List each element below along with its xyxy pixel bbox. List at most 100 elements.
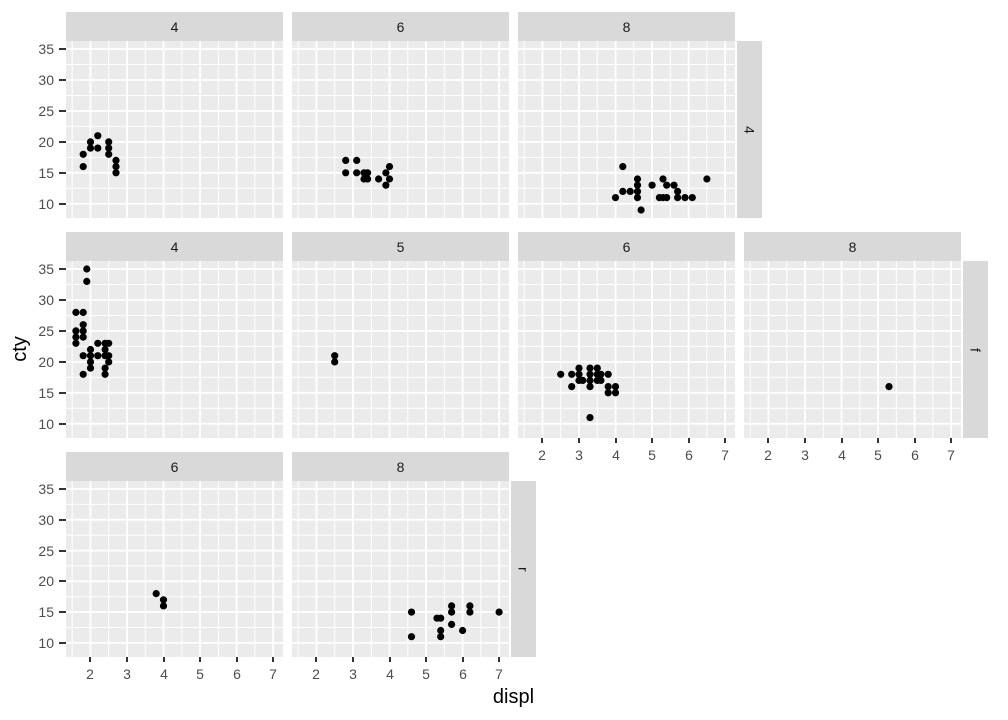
x-tick-mark <box>578 438 580 443</box>
x-tick-mark <box>724 438 726 443</box>
facet-row-strip: r <box>511 481 536 657</box>
data-point <box>611 194 620 202</box>
data-point <box>633 181 642 189</box>
x-tick-label: 7 <box>269 666 277 682</box>
data-point <box>437 633 445 641</box>
x-tick-label: 7 <box>721 447 729 463</box>
data-point <box>674 187 682 195</box>
x-tick-mark <box>89 657 91 662</box>
x-tick-mark <box>352 657 354 662</box>
data-point <box>79 333 87 341</box>
data-point <box>105 138 113 146</box>
y-tick-mark <box>59 299 66 301</box>
data-point <box>385 175 394 183</box>
data-point <box>79 370 87 378</box>
data-point <box>633 187 642 195</box>
facet-panel-plot <box>66 41 283 218</box>
facet-panel <box>66 261 283 438</box>
data-point <box>94 132 102 140</box>
data-point <box>101 364 109 372</box>
y-tick-label: 25 <box>38 103 54 119</box>
y-tick-label: 35 <box>38 261 54 277</box>
x-tick-mark <box>804 438 806 443</box>
facet-panel-plot <box>292 261 509 438</box>
data-point <box>364 175 372 183</box>
x-tick-label: 3 <box>349 666 357 682</box>
data-point <box>459 626 467 635</box>
x-tick-label: 4 <box>386 666 394 682</box>
facet-col-strip: 8 <box>744 232 961 261</box>
facet-col-strip: 6 <box>66 452 283 481</box>
y-tick-mark <box>59 423 66 425</box>
y-tick-mark <box>59 611 66 613</box>
facet-col-strip: 6 <box>292 12 509 41</box>
facet-col-strip: 6 <box>518 232 735 261</box>
y-tick-mark <box>59 580 66 582</box>
data-point <box>72 339 80 347</box>
data-point <box>575 370 583 378</box>
data-point <box>101 345 109 354</box>
x-tick-label: 3 <box>575 447 583 463</box>
data-point <box>611 383 620 391</box>
data-point <box>586 414 594 422</box>
data-point <box>448 608 456 616</box>
data-point <box>557 370 565 378</box>
y-tick-label: 35 <box>38 41 54 57</box>
x-tick-label: 2 <box>312 666 320 682</box>
data-point <box>407 633 416 641</box>
data-point <box>159 602 168 610</box>
data-point <box>885 383 893 391</box>
data-point <box>604 389 612 397</box>
y-tick-label: 25 <box>38 543 54 559</box>
data-point <box>79 327 87 335</box>
data-point <box>331 358 339 366</box>
data-point <box>86 352 95 360</box>
data-point <box>83 277 91 285</box>
data-point <box>86 358 95 366</box>
data-point <box>597 370 605 378</box>
data-point <box>437 626 445 635</box>
x-tick-label: 5 <box>196 666 204 682</box>
x-tick-mark <box>389 657 391 662</box>
data-point <box>611 389 620 397</box>
y-tick-mark <box>59 392 66 394</box>
data-point <box>152 590 160 598</box>
facet-panel-plot <box>518 41 735 218</box>
data-point <box>593 364 601 372</box>
facet-panel <box>292 41 509 218</box>
x-tick-mark <box>199 657 201 662</box>
data-point <box>112 156 120 164</box>
data-point <box>663 194 671 202</box>
facet-panel-plot <box>66 261 283 438</box>
data-point <box>79 308 87 316</box>
x-tick-mark <box>272 657 274 662</box>
facet-panel-plot <box>518 261 735 438</box>
data-point <box>72 333 80 341</box>
x-tick-label: 6 <box>685 447 693 463</box>
y-tick-mark <box>59 268 66 270</box>
data-point <box>353 156 361 164</box>
y-tick-mark <box>59 488 66 490</box>
data-point <box>105 358 113 366</box>
data-point <box>86 345 95 354</box>
x-tick-label: 2 <box>764 447 772 463</box>
facet-row-strip: 4 <box>737 41 762 218</box>
facet-col-strip: 4 <box>66 12 283 41</box>
x-tick-mark <box>877 438 879 443</box>
data-point <box>331 352 339 360</box>
x-axis-title: displ <box>492 686 535 708</box>
x-tick-label: 4 <box>612 447 620 463</box>
data-point <box>385 163 394 171</box>
y-tick-mark <box>59 642 66 644</box>
y-tick-label: 15 <box>38 604 54 620</box>
data-point <box>375 175 383 183</box>
data-point <box>448 602 456 610</box>
y-tick-label: 30 <box>38 292 54 308</box>
data-point <box>633 194 642 202</box>
y-tick-label: 25 <box>38 323 54 339</box>
data-point <box>604 383 612 391</box>
data-point <box>105 339 113 347</box>
x-tick-mark <box>950 438 952 443</box>
data-point <box>637 206 645 214</box>
data-point <box>101 370 109 378</box>
